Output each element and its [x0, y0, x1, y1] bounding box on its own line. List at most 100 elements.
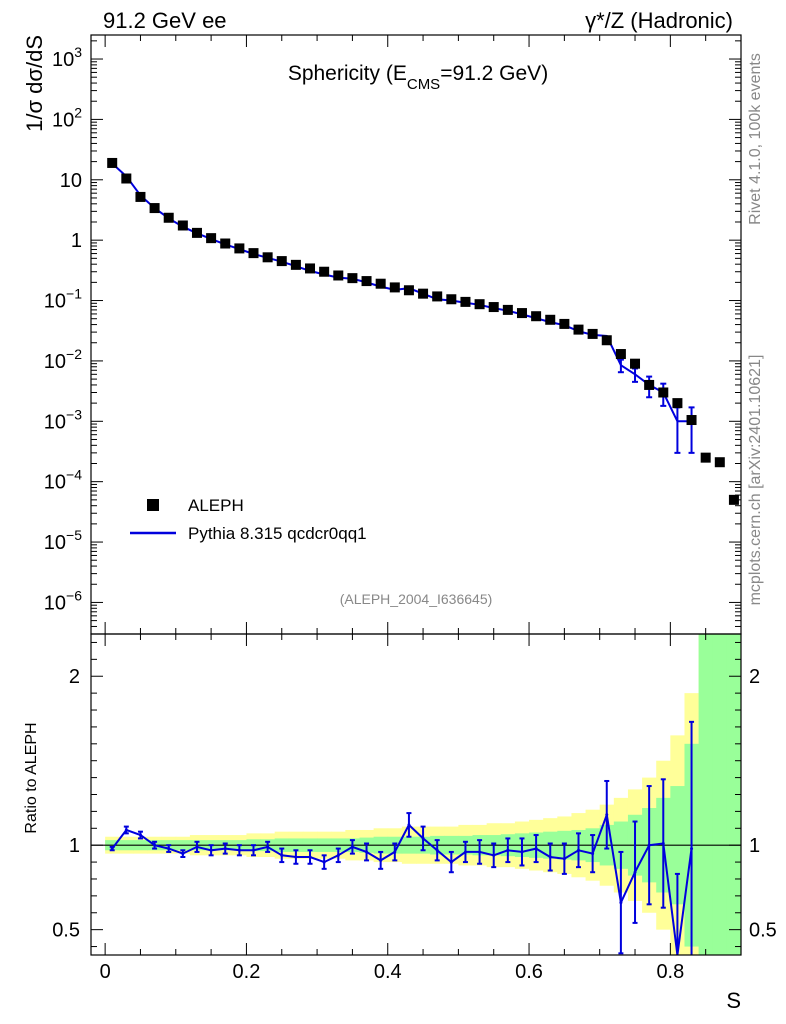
pythia-ratio-point — [492, 853, 496, 857]
aleph-data-point — [262, 252, 273, 263]
pythia-ratio-point — [110, 847, 114, 851]
aleph-data-point — [446, 294, 457, 305]
pythia-ratio-point — [647, 843, 651, 847]
aleph-data-point — [248, 248, 259, 259]
pythia-ratio-point — [280, 853, 284, 857]
pythia-ratio-point — [520, 850, 524, 854]
main-y-tick-label-exponent: −3 — [66, 406, 82, 422]
pythia-ratio-point — [336, 853, 340, 857]
pythia-main-line — [111, 162, 692, 423]
main-y-axis-label: 1/σ dσ/dS — [22, 35, 47, 132]
aleph-data-point — [644, 379, 655, 390]
aleph-data-point — [149, 203, 160, 214]
main-y-tick-label-base: 10 — [44, 472, 66, 494]
pythia-ratio-point — [237, 848, 241, 852]
ratio-y-tick-label-right: 1 — [749, 835, 760, 857]
aleph-data-point — [163, 212, 174, 223]
aleph-data-point — [432, 291, 443, 302]
main-y-tick-label: 10−6 — [44, 587, 82, 614]
pythia-ratio-point — [449, 860, 453, 864]
x-tick-label: 0.6 — [515, 961, 543, 983]
legend-pythia-label: Pythia 8.315 qcdcr0qq1 — [188, 524, 367, 543]
pythia-ratio-point — [266, 845, 270, 849]
main-y-tick-label-exponent: 3 — [74, 44, 82, 60]
pythia-ratio-point — [308, 855, 312, 859]
aleph-data-point — [672, 398, 683, 409]
main-y-tick-label-exponent: −4 — [66, 467, 82, 483]
ratio-y-tick-label-right: 2 — [749, 666, 760, 688]
main-y-tick-label-exponent: −5 — [66, 527, 82, 543]
main-panel: Sphericity (ECMS=91.2 GeV) 1/σ dσ/dS (AL… — [22, 35, 739, 607]
legend-aleph-marker — [147, 499, 159, 511]
pythia-ratio-point — [322, 860, 326, 864]
ratio-y-axis-label: Ratio to ALEPH — [23, 722, 40, 833]
main-title: Sphericity (ECMS=91.2 GeV) — [288, 62, 548, 93]
pythia-ratio-point — [633, 870, 637, 874]
aleph-data-point — [587, 328, 598, 339]
ratio-uncertainty-band-inner — [726, 634, 742, 955]
aleph-data-point — [502, 304, 513, 315]
aleph-data-point — [573, 324, 584, 335]
aleph-data-point — [728, 494, 739, 505]
pythia-ratio-point — [562, 857, 566, 861]
pythia-ratio-point — [167, 847, 171, 851]
pythia-ratio-point — [478, 850, 482, 854]
aleph-data-point — [135, 191, 146, 202]
header-right-label: γ*/Z (Hadronic) — [585, 8, 733, 33]
aleph-data-point — [559, 318, 570, 329]
pythia-ratio-point — [690, 847, 694, 851]
pythia-ratio-point — [506, 848, 510, 852]
ratio-y-tick-label-left: 2 — [69, 666, 80, 688]
aleph-data-point — [361, 276, 372, 287]
ratio-panel: Ratio to ALEPH S — [23, 634, 742, 1013]
main-y-tick-label-base: 10 — [44, 351, 66, 373]
pythia-ratio-point — [619, 901, 623, 905]
pythia-ratio-point — [252, 848, 255, 852]
aleph-data-point — [714, 457, 725, 468]
header-left-label: 91.2 GeV ee — [103, 8, 227, 33]
ratio-y-tick-label-left: 1 — [69, 835, 80, 857]
main-y-tick-label-base: 10 — [44, 592, 66, 614]
main-title-subscript: CMS — [407, 76, 440, 93]
aleph-data-point — [234, 243, 245, 254]
pythia-ratio-point — [407, 823, 411, 827]
ratio-uncertainty-band-inner — [712, 634, 728, 955]
pythia-ratio-point — [223, 847, 227, 851]
ratio-uncertainty-band-inner — [698, 634, 714, 955]
main-y-tick-label: 10−2 — [44, 346, 82, 373]
aleph-data-point — [375, 278, 386, 289]
x-tick-label: 0 — [100, 961, 111, 983]
x-tick-label: 0.8 — [656, 961, 684, 983]
aleph-data-point — [206, 233, 217, 244]
main-y-tick-label: 10−1 — [44, 286, 82, 313]
main-y-tick-label: 103 — [52, 44, 82, 71]
pythia-ratio-point — [661, 841, 665, 845]
analysis-watermark: (ALEPH_2004_I636645) — [340, 591, 493, 607]
aleph-data-point — [658, 387, 669, 398]
aleph-data-point — [686, 415, 697, 426]
pythia-ratio-point — [463, 850, 467, 854]
aleph-data-point — [347, 273, 358, 284]
aleph-data-point — [474, 299, 485, 310]
main-y-tick-label: 10 — [60, 170, 82, 192]
main-y-tick-label: 1 — [71, 230, 82, 252]
pythia-ratio-point — [153, 843, 157, 847]
pythia-ratio-point — [393, 850, 397, 854]
aleph-data-point — [319, 266, 330, 277]
pythia-ratio-point — [365, 850, 369, 854]
pythia-ratio-point — [605, 813, 609, 817]
aleph-data-point — [191, 227, 202, 238]
aleph-data-point — [516, 308, 527, 319]
main-y-tick-label: 10−5 — [44, 527, 82, 554]
x-axis-label: S — [726, 988, 741, 1013]
aleph-data-point — [305, 263, 316, 274]
pythia-ratio-point — [591, 852, 595, 856]
main-y-tick-label-exponent: −2 — [66, 346, 82, 362]
aleph-data-point — [333, 270, 344, 281]
ratio-plot-frame — [90, 633, 742, 956]
aleph-data-point — [630, 358, 641, 369]
aleph-data-point — [700, 452, 711, 463]
aleph-data-point — [107, 157, 118, 168]
main-y-tick-label-base: 10 — [52, 109, 74, 131]
aleph-data-point — [403, 285, 414, 296]
